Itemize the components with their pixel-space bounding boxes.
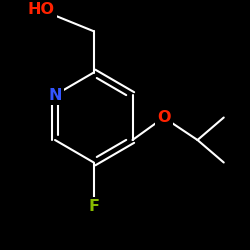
Text: N: N <box>48 88 62 102</box>
Text: F: F <box>88 199 99 214</box>
Text: O: O <box>157 110 170 125</box>
Text: HO: HO <box>28 2 55 18</box>
